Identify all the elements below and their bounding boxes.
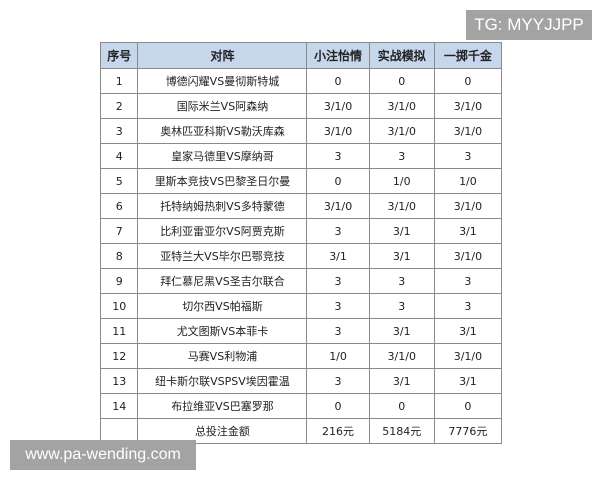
- table-cell: 3: [368, 293, 435, 319]
- table-cell: 0: [433, 68, 503, 94]
- table-row: 12 马赛VS利物浦 1/0 3/1/0 3/1/0: [99, 343, 503, 369]
- table-cell: 11: [99, 318, 139, 344]
- table-cell: 3/1/0: [306, 193, 370, 219]
- table-cell: 8: [99, 243, 139, 269]
- watermark-tg: TG: MYYJJPP: [466, 10, 592, 40]
- table-row: 8 亚特兰大VS毕尔巴鄂竞技 3/1 3/1 3/1/0: [99, 243, 503, 269]
- table-cell: 0: [306, 393, 370, 419]
- table-cell: 马赛VS利物浦: [137, 343, 308, 369]
- table-cell: 里斯本竞技VS巴黎圣日尔曼: [137, 168, 308, 194]
- table-cell: 纽卡斯尔联VSPSV埃因霍温: [137, 368, 308, 394]
- table-cell: 拜仁慕尼黑VS圣吉尔联合: [137, 268, 308, 294]
- table-cell: 0: [306, 168, 370, 194]
- table-cell: 3: [368, 143, 435, 169]
- table-cell: 亚特兰大VS毕尔巴鄂竞技: [137, 243, 308, 269]
- table-header-row: 序号 对阵 小注怡情 实战模拟 一掷千金: [99, 42, 503, 69]
- table-cell: 3/1/0: [433, 118, 503, 144]
- bet-table: 序号 对阵 小注怡情 实战模拟 一掷千金 1 博德闪耀VS曼彻斯特城 0 0 0 2 国际米兰VS阿…: [99, 42, 503, 444]
- table-cell: 3/1: [368, 318, 435, 344]
- table-cell: 布拉维亚VS巴塞罗那: [137, 393, 308, 419]
- table-cell: 3: [433, 268, 503, 294]
- table-cell: 3/1/0: [306, 118, 370, 144]
- table-cell: 3: [99, 118, 139, 144]
- table-cell: 3/1: [368, 218, 435, 244]
- table-row: 2 国际米兰VS阿森纳 3/1/0 3/1/0 3/1/0: [99, 93, 503, 119]
- table-cell: 3: [306, 293, 370, 319]
- table-cell: 3/1/0: [368, 118, 435, 144]
- table-cell: 3: [433, 293, 503, 319]
- table-row: 13 纽卡斯尔联VSPSV埃因霍温 3 3/1 3/1: [99, 368, 503, 394]
- table-cell: 3/1/0: [368, 193, 435, 219]
- table-cell: 3/1: [306, 243, 370, 269]
- column-header: 一掷千金: [433, 42, 503, 69]
- table-cell: 14: [99, 393, 139, 419]
- table-cell: 国际米兰VS阿森纳: [137, 93, 308, 119]
- table-cell: 3: [306, 318, 370, 344]
- table-cell: 3: [306, 368, 370, 394]
- table-cell: 博德闪耀VS曼彻斯特城: [137, 68, 308, 94]
- table-row: 9 拜仁慕尼黑VS圣吉尔联合 3 3 3: [99, 268, 503, 294]
- table-cell: 3/1: [433, 368, 503, 394]
- table-row: 3 奥林匹亚科斯VS勒沃库森 3/1/0 3/1/0 3/1/0: [99, 118, 503, 144]
- table-cell: 3/1/0: [306, 93, 370, 119]
- table-cell: 1/0: [306, 343, 370, 369]
- table-cell: 9: [99, 268, 139, 294]
- table-cell: 托特纳姆热刺VS多特蒙德: [137, 193, 308, 219]
- table-cell: 1/0: [433, 168, 503, 194]
- table-cell: 12: [99, 343, 139, 369]
- table-cell: 3/1/0: [433, 93, 503, 119]
- column-header: 实战模拟: [368, 42, 435, 69]
- table-row: 6 托特纳姆热刺VS多特蒙德 3/1/0 3/1/0 3/1/0: [99, 193, 503, 219]
- table-cell: 奥林匹亚科斯VS勒沃库森: [137, 118, 308, 144]
- total-cell: 5184元: [368, 418, 435, 444]
- table-cell: 3/1/0: [433, 193, 503, 219]
- table-cell: 0: [368, 68, 435, 94]
- table-cell: 3/1/0: [433, 343, 503, 369]
- column-header: 对阵: [137, 42, 308, 69]
- total-cell: 216元: [306, 418, 370, 444]
- table-cell: 3: [368, 268, 435, 294]
- table-cell: 7: [99, 218, 139, 244]
- table-row: 10 切尔西VS帕福斯 3 3 3: [99, 293, 503, 319]
- total-cell: 总投注金额: [137, 418, 308, 444]
- table-cell: 1/0: [368, 168, 435, 194]
- table-cell: 皇家马德里VS摩纳哥: [137, 143, 308, 169]
- table-cell: 切尔西VS帕福斯: [137, 293, 308, 319]
- table-cell: 6: [99, 193, 139, 219]
- table-row: 14 布拉维亚VS巴塞罗那 0 0 0: [99, 393, 503, 419]
- table-row: 7 比利亚雷亚尔VS阿贾克斯 3 3/1 3/1: [99, 218, 503, 244]
- table-cell: 尤文图斯VS本菲卡: [137, 318, 308, 344]
- watermark-site: www.pa-wending.com: [10, 440, 196, 470]
- table-cell: 1: [99, 68, 139, 94]
- table-cell: 3: [433, 143, 503, 169]
- table-cell: 4: [99, 143, 139, 169]
- table-row: 5 里斯本竞技VS巴黎圣日尔曼 0 1/0 1/0: [99, 168, 503, 194]
- table-cell: 13: [99, 368, 139, 394]
- total-row: 总投注金额 216元 5184元 7776元: [99, 418, 503, 444]
- table-row: 1 博德闪耀VS曼彻斯特城 0 0 0: [99, 68, 503, 94]
- table-cell: 5: [99, 168, 139, 194]
- column-header: 小注怡情: [306, 42, 370, 69]
- total-cell: 7776元: [433, 418, 503, 444]
- table-cell: 3/1/0: [368, 343, 435, 369]
- table-cell: 3/1: [368, 368, 435, 394]
- table-cell: 3/1/0: [433, 243, 503, 269]
- column-header: 序号: [99, 42, 139, 69]
- table-cell: 3: [306, 218, 370, 244]
- table-cell: 10: [99, 293, 139, 319]
- table-cell: 3: [306, 268, 370, 294]
- table-cell: 0: [306, 68, 370, 94]
- table-row: 4 皇家马德里VS摩纳哥 3 3 3: [99, 143, 503, 169]
- table-cell: 3/1: [433, 318, 503, 344]
- table-cell: 3: [306, 143, 370, 169]
- table-cell: 3/1/0: [368, 93, 435, 119]
- table-cell: 3/1: [433, 218, 503, 244]
- table-cell: 0: [433, 393, 503, 419]
- table-row: 11 尤文图斯VS本菲卡 3 3/1 3/1: [99, 318, 503, 344]
- table-cell: 比利亚雷亚尔VS阿贾克斯: [137, 218, 308, 244]
- table-cell: 0: [368, 393, 435, 419]
- table-cell: 3/1: [368, 243, 435, 269]
- table-cell: 2: [99, 93, 139, 119]
